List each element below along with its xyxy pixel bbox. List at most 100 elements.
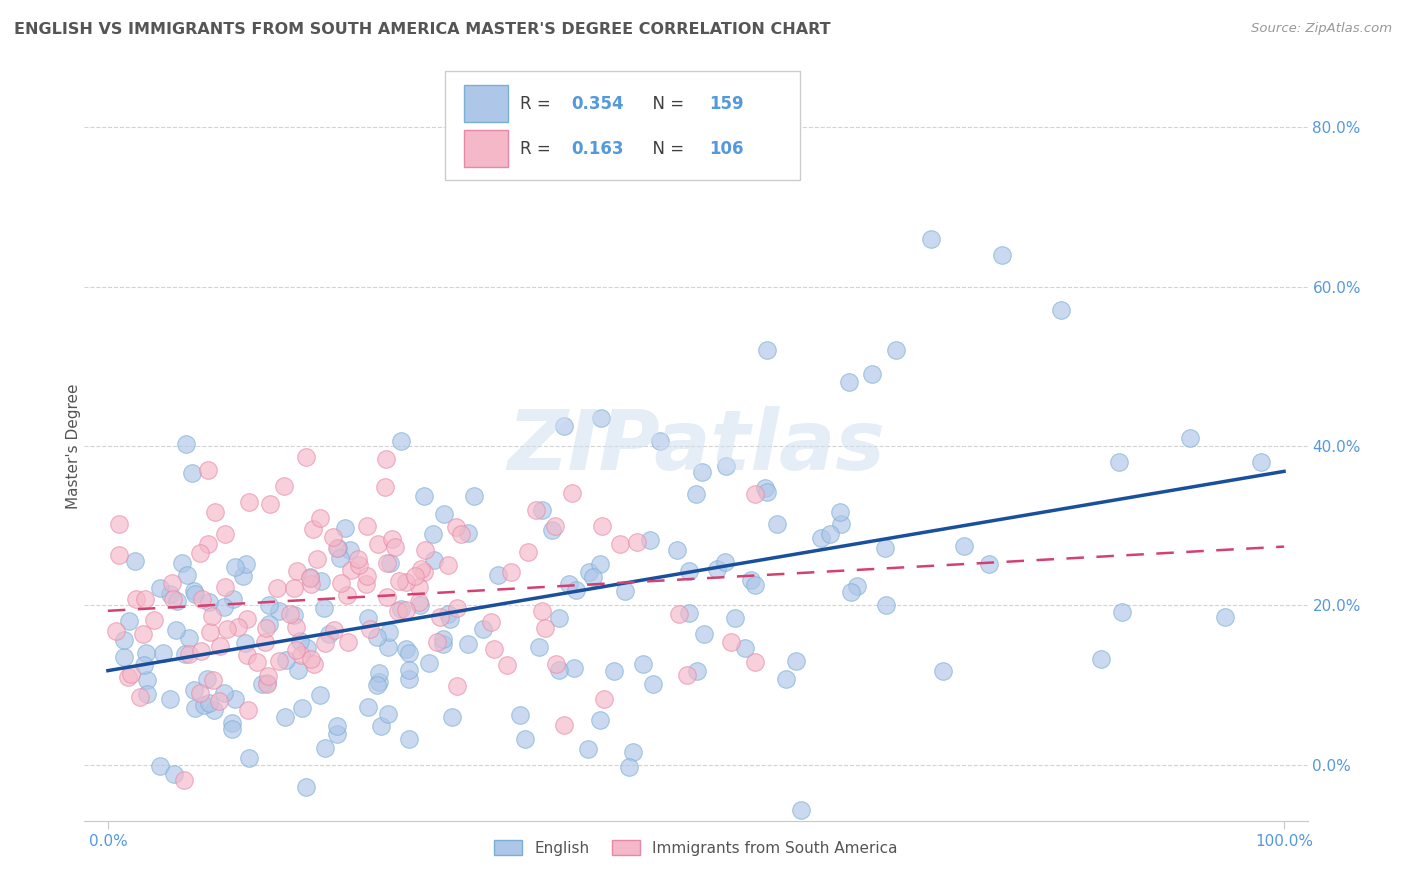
Point [839,585,862,599]
Point [395,602,418,616]
Point [685,487,707,501]
Point [810,531,832,545]
Point [193,698,215,712]
Point [544,518,567,533]
Point [132,657,155,672]
Point [367,675,389,690]
Point [534,622,557,636]
Point [326,719,349,733]
Point [170,557,193,571]
Point [323,624,346,638]
Point [678,607,700,621]
Point [437,607,460,621]
Point [377,707,399,722]
Point [408,580,430,594]
Point [366,630,388,644]
Point [333,521,356,535]
Point [198,595,221,609]
Point [304,657,326,672]
Point [398,673,420,687]
Point [609,537,631,551]
Text: R =: R = [520,139,555,158]
Point [190,545,212,559]
Point [159,692,181,706]
Point [314,636,336,650]
Point [359,622,381,636]
Point [204,505,226,519]
Point [415,542,437,557]
Point [446,601,468,615]
Point [162,591,184,606]
Point [648,434,671,448]
Point [413,565,436,579]
Point [295,780,318,794]
Point [212,686,235,700]
Point [197,673,219,687]
Point [256,676,278,690]
Text: 0.354: 0.354 [571,95,624,112]
Point [257,617,280,632]
Point [284,642,307,657]
Point [212,600,235,615]
Point [631,657,654,672]
Point [744,487,766,501]
Text: ENGLISH VS IMMIGRANTS FROM SOUTH AMERICA MASTER'S DEGREE CORRELATION CHART: ENGLISH VS IMMIGRANTS FROM SOUTH AMERICA… [14,22,831,37]
Point [356,576,378,591]
Point [295,450,318,464]
Point [159,587,181,601]
Point [626,534,648,549]
Point [112,650,135,665]
Point [676,668,699,682]
Point [668,607,690,621]
Point [740,573,762,587]
Point [256,677,278,691]
Point [149,759,172,773]
Point [744,578,766,592]
Point [269,604,291,618]
Point [395,575,418,590]
Point [201,609,224,624]
Point [432,632,454,646]
Point [578,566,600,580]
Point [215,622,238,636]
Point [524,503,547,517]
Point [367,665,389,680]
Point [377,640,399,655]
Point [389,602,412,616]
Point [191,592,214,607]
Point [285,564,308,578]
Point [387,604,409,618]
Point [326,541,349,555]
Point [873,541,896,555]
Point [724,611,747,625]
Point [295,641,318,656]
Point [429,610,451,624]
Point [136,673,159,688]
Point [378,625,401,640]
Point [190,643,212,657]
Point [540,524,562,538]
Point [233,636,256,650]
Point [374,480,396,494]
Point [183,584,205,599]
Point [589,557,612,571]
Point [267,654,290,668]
Point [188,686,211,700]
Point [591,518,613,533]
Point [422,526,444,541]
Point [457,526,479,541]
Point [224,692,246,706]
Point [160,576,183,591]
Point [613,584,636,599]
Point [544,657,567,672]
Point [375,556,398,570]
Point [208,694,231,708]
Point [357,700,380,714]
Point [124,554,146,568]
Point [337,635,360,649]
Point [107,517,129,532]
Point [389,434,412,448]
Text: 159: 159 [710,95,744,112]
Point [163,767,186,781]
Point [366,678,388,692]
